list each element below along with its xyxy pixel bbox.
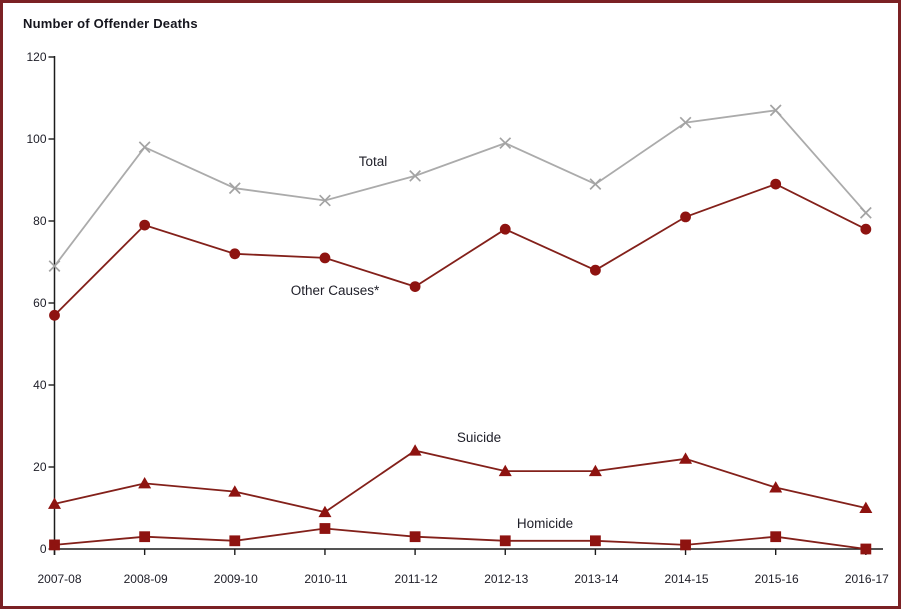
series-other-causes-label: Other Causes*	[291, 283, 380, 298]
series-homicide-label: Homicide	[517, 516, 573, 531]
series-suicide-marker-triangle	[498, 464, 512, 477]
x-tick-label: 2014-15	[665, 572, 709, 586]
series-total-line	[53, 109, 867, 267]
series-other-causes-marker-circle	[409, 281, 421, 292]
series-suicide-label: Suicide	[457, 430, 501, 445]
series-homicide-marker-square	[680, 539, 691, 551]
series-suicide-marker-triangle	[588, 464, 602, 477]
series-total-marker-x	[138, 141, 151, 154]
series-suicide-marker-triangle	[228, 485, 242, 497]
x-tick-label: 2011-12	[395, 572, 438, 586]
series-total-marker-x	[679, 116, 692, 129]
series-homicide-marker-square	[229, 535, 241, 547]
y-tick-label: 80	[33, 214, 47, 228]
series-suicide-marker-triangle	[408, 444, 422, 456]
y-tick-label: 100	[26, 132, 46, 146]
offender-deaths-line-chart: 0 20 40 60 80 100 120 2007-08 2008-09 2009-10 2010…	[26, 50, 889, 586]
series-other-causes-marker-circle	[319, 252, 331, 264]
series-total-marker-x	[589, 178, 602, 191]
series-total-marker-x	[228, 182, 241, 195]
series-total-marker-x	[769, 104, 782, 117]
x-tick-label: 2015-16	[755, 572, 799, 586]
y-tick-label: 40	[33, 378, 47, 392]
series-suicide-marker-triangle	[769, 481, 783, 493]
series-suicide-line	[54, 449, 867, 514]
x-tick-label: 2010-11	[304, 572, 347, 586]
series-total-marker-x	[48, 260, 61, 273]
series-other-causes-line	[53, 183, 867, 316]
x-tick-label: 2016-17	[845, 572, 889, 586]
series-homicide-marker-square	[590, 535, 601, 547]
series-homicide-marker-square	[499, 535, 511, 547]
series-other-causes-marker-circle	[139, 219, 151, 231]
series-other-causes-marker-circle	[860, 223, 872, 235]
x-tick-label: 2008-09	[124, 572, 168, 586]
series-homicide-marker-square	[319, 523, 331, 534]
chart-title: Number of Offender Deaths	[23, 16, 198, 31]
series-total-marker-x	[859, 206, 872, 219]
series-other-causes-marker-circle	[49, 309, 60, 321]
series-total-marker-x	[409, 169, 422, 182]
series-suicide-marker-triangle	[48, 497, 61, 509]
series-suicide-marker-triangle	[318, 505, 332, 518]
series-other-causes-marker-circle	[229, 248, 241, 260]
series-total-label: Total	[359, 154, 388, 169]
y-tick-label: 120	[26, 50, 46, 64]
x-tick-label: 2007-08	[37, 572, 81, 586]
series-other-causes-marker-circle	[770, 178, 782, 190]
series-homicide-marker-square	[139, 531, 151, 543]
y-tick-label: 60	[33, 296, 47, 310]
series-suicide-marker-triangle	[859, 501, 873, 513]
series-suicide-marker-triangle	[138, 477, 152, 489]
series-homicide-marker-square	[49, 539, 60, 551]
series-total-marker-x	[499, 137, 512, 150]
series-homicide-marker-square	[860, 543, 872, 555]
series-homicide-line	[54, 527, 866, 550]
series-other-causes-marker-circle	[499, 223, 511, 235]
y-tick-label: 0	[40, 542, 47, 556]
x-tick-label: 2013-14	[574, 572, 618, 586]
series-suicide-marker-triangle	[679, 452, 693, 464]
x-tick-label: 2009-10	[214, 572, 258, 586]
series-other-causes-marker-circle	[590, 264, 601, 276]
y-tick-label: 20	[33, 460, 47, 474]
series-total-marker-x	[319, 194, 331, 207]
series-homicide-marker-square	[770, 531, 782, 543]
series-other-causes-marker-circle	[680, 211, 691, 223]
series-homicide-marker-square	[409, 531, 421, 543]
x-tick-label: 2012-13	[484, 572, 528, 586]
